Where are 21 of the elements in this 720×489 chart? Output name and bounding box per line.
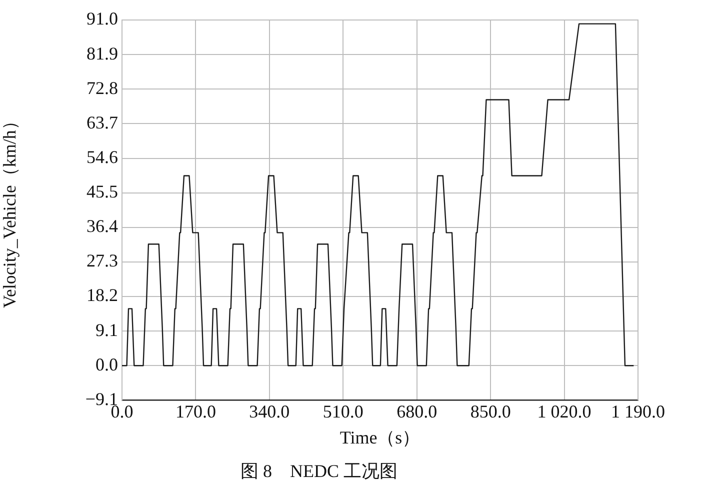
x-tick-label: 170.0 — [175, 402, 216, 422]
y-tick-label: 91.0 — [86, 8, 118, 29]
x-axis-title: Time（s） — [340, 427, 420, 448]
x-tick-label: 340.0 — [249, 402, 290, 422]
y-tick-label: 81.9 — [86, 43, 118, 64]
y-tick-label: 45.5 — [86, 182, 118, 202]
y-tick-label: 54.6 — [86, 146, 118, 167]
x-tick-label: 850.0 — [470, 402, 511, 422]
x-tick-label: 680.0 — [396, 402, 438, 422]
x-tick-label: 510.0 — [322, 402, 364, 422]
y-tick-label: 36.4 — [86, 216, 118, 236]
y-tick-label: 9.1 — [96, 320, 118, 340]
y-tick-label: 0.0 — [96, 354, 118, 374]
y-axis-title: Velocity_Vehicle（km/h） — [0, 112, 20, 308]
y-tick-label: 27.3 — [86, 250, 118, 271]
x-tick-label: 1 020.0 — [537, 402, 592, 422]
y-tick-label: 63.7 — [86, 112, 118, 132]
y-tick-label: 72.8 — [86, 78, 118, 98]
text: 图 8 NEDC 工况图 — [240, 460, 398, 481]
x-tick-label: 1 190.0 — [611, 402, 665, 422]
y-tick-label: 18.2 — [86, 285, 118, 306]
